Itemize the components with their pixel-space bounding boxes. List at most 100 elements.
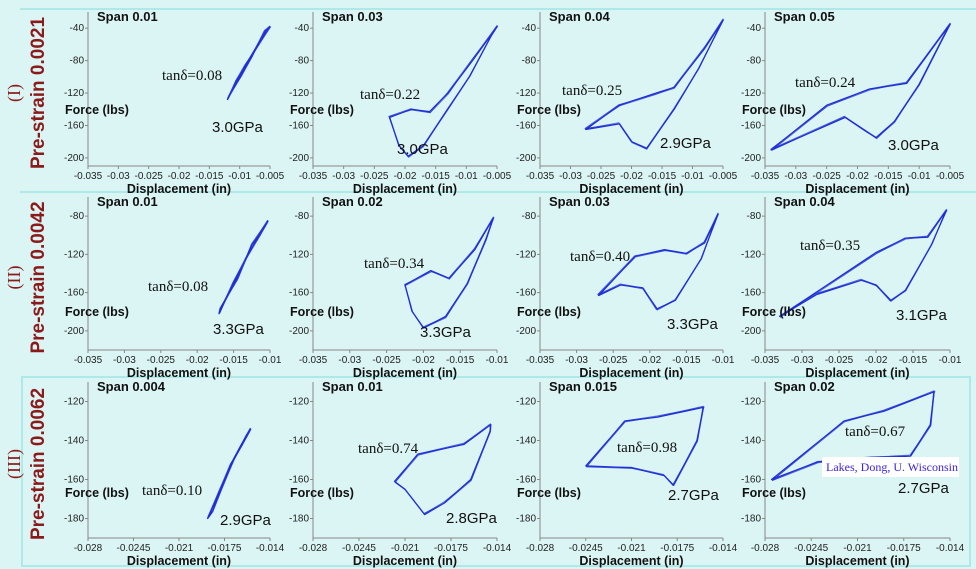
y-tick-label: -120 <box>516 397 536 408</box>
x-tick-label: -0.0245 <box>569 543 603 554</box>
x-tick-label: -0.028 <box>526 543 555 554</box>
y-tick-label: -120 <box>741 397 761 408</box>
y-tick-label: -180 <box>516 514 536 525</box>
x-tick-label: -0.03 <box>107 171 130 182</box>
hysteresis-loop <box>394 423 492 515</box>
x-tick-label: -0.005 <box>936 171 965 182</box>
panel-11: -0.028 -0.0245 -0.021 -0.0175 -0.014 -120 -140… <box>516 379 738 568</box>
row-label-1: (I) Pre-strain 0.0021 <box>4 17 49 170</box>
y-tick-label: -80 <box>295 56 310 67</box>
hysteresis-loop <box>207 429 252 519</box>
panel-9: -0.028 -0.0245 -0.021 -0.0175 -0.014 -120 -140… <box>64 379 285 568</box>
y-tick-label: -140 <box>289 436 309 447</box>
panel-6: -0.035 -0.03 -0.025 -0.02 -0.015 -0.01 -80 -120… <box>289 194 509 380</box>
y-tick-label: -120 <box>289 249 309 260</box>
y-axis-label: Force (lbs) <box>517 486 581 500</box>
y-axis-label: Force (lbs) <box>742 486 806 500</box>
span-label: Span 0.03 <box>322 9 383 24</box>
tan-delta-annotation: tanδ=0.24 <box>795 75 856 91</box>
modulus-annotation: 2.9GPa <box>220 512 272 529</box>
x-tick-label: -0.035 <box>74 171 103 182</box>
y-tick-label: -120 <box>64 88 84 99</box>
x-tick-label: -0.035 <box>526 171 555 182</box>
y-tick-label: -160 <box>741 120 761 131</box>
x-tick-label: -0.01 <box>908 171 931 182</box>
y-tick-label: -160 <box>64 120 84 131</box>
modulus-annotation: 3.3GPa <box>667 316 719 333</box>
x-tick-label: -0.02 <box>846 171 869 182</box>
x-axis-label: Displacement (in) <box>353 366 457 380</box>
x-tick-label: -0.02 <box>865 355 888 366</box>
y-tick-label: -160 <box>289 475 309 486</box>
x-tick-label: -0.015 <box>899 355 928 366</box>
y-axis-label: Force (lbs) <box>290 486 354 500</box>
tan-delta-annotation: tanδ=0.25 <box>562 83 622 99</box>
span-label: Span 0.05 <box>774 9 835 24</box>
x-tick-label: -0.005 <box>256 171 285 182</box>
y-tick-label: -80 <box>747 56 762 67</box>
y-axis-label: Force (lbs) <box>742 305 806 319</box>
x-axis-label: Displacement (in) <box>805 182 909 196</box>
x-tick-label: -0.015 <box>421 171 450 182</box>
y-tick-label: -120 <box>516 249 536 260</box>
y-axis-label: Force (lbs) <box>517 305 581 319</box>
x-axis-label: Displacement (in) <box>353 182 457 196</box>
hysteresis-loop <box>389 25 498 157</box>
y-tick-label: -160 <box>516 475 536 486</box>
x-tick-label: -0.015 <box>446 355 475 366</box>
y-tick-label: -200 <box>516 326 536 337</box>
panel-3: -0.035 -0.03 -0.025 -0.02 -0.015 -0.01 -0.005 -… <box>516 9 738 196</box>
modulus-annotation: 2.9GPa <box>660 135 712 152</box>
x-axis-label: Displacement (in) <box>805 366 909 380</box>
x-tick-label: -0.03 <box>565 355 588 366</box>
x-axis-label: Displacement (in) <box>579 182 683 196</box>
hysteresis-loop <box>779 209 948 318</box>
y-tick-label: -80 <box>295 211 310 222</box>
x-tick-label: -0.0175 <box>887 543 921 554</box>
y-tick-label: -80 <box>70 56 85 67</box>
x-tick-label: -0.0175 <box>208 543 242 554</box>
y-tick-label: -120 <box>64 397 84 408</box>
x-tick-label: -0.02 <box>412 355 435 366</box>
x-tick-label: -0.02 <box>168 171 191 182</box>
x-tick-label: -0.01 <box>486 355 509 366</box>
tan-delta-annotation: tanδ=0.22 <box>360 87 420 103</box>
row-numeral: (III) <box>4 449 25 479</box>
span-label: Span 0.02 <box>322 194 383 209</box>
y-tick-label: -160 <box>516 120 536 131</box>
x-axis-label: Displacement (in) <box>127 366 231 380</box>
span-label: Span 0.02 <box>774 379 835 394</box>
tan-delta-annotation: tanδ=0.74 <box>358 441 419 457</box>
hysteresis-loop <box>597 213 720 311</box>
tan-delta-annotation: tanδ=0.34 <box>364 256 425 272</box>
x-tick-label: -0.0245 <box>117 543 151 554</box>
modulus-annotation: 3.0GPa <box>212 119 264 136</box>
x-tick-label: -0.0245 <box>342 543 376 554</box>
x-axis-label: Displacement (in) <box>127 554 231 568</box>
span-label: Span 0.015 <box>549 379 617 394</box>
x-tick-label: -0.014 <box>483 543 512 554</box>
y-tick-label: -200 <box>741 153 761 164</box>
panel-4: -0.035 -0.03 -0.025 -0.02 -0.015 -0.01 -0.005 -… <box>741 9 965 196</box>
tan-delta-annotation: tanδ=0.67 <box>845 424 906 440</box>
x-tick-label: -0.025 <box>599 355 628 366</box>
x-tick-label: -0.014 <box>256 543 285 554</box>
panel-1: -0.035 -0.03 -0.025 -0.02 -0.015 -0.01 -0.005 -… <box>64 9 285 196</box>
hysteresis-loop <box>597 213 719 310</box>
x-tick-label: -0.025 <box>372 355 401 366</box>
tan-delta-annotation: tanδ=0.35 <box>800 238 860 254</box>
y-tick-label: -200 <box>289 153 309 164</box>
y-tick-label: -140 <box>741 436 761 447</box>
y-axis-label: Force (lbs) <box>65 103 129 117</box>
x-axis-label: Displacement (in) <box>579 554 683 568</box>
panel-8: -0.035 -0.03 -0.025 -0.02 -0.015 -0.01 -80 -120… <box>741 194 962 380</box>
row-numeral: (I) <box>4 84 25 102</box>
x-tick-label: -0.02 <box>638 355 661 366</box>
modulus-annotation: 2.8GPa <box>446 510 498 527</box>
y-tick-label: -120 <box>741 88 761 99</box>
x-tick-label: -0.03 <box>338 355 361 366</box>
x-tick-label: -0.01 <box>455 171 478 182</box>
x-tick-label: -0.02 <box>620 171 643 182</box>
